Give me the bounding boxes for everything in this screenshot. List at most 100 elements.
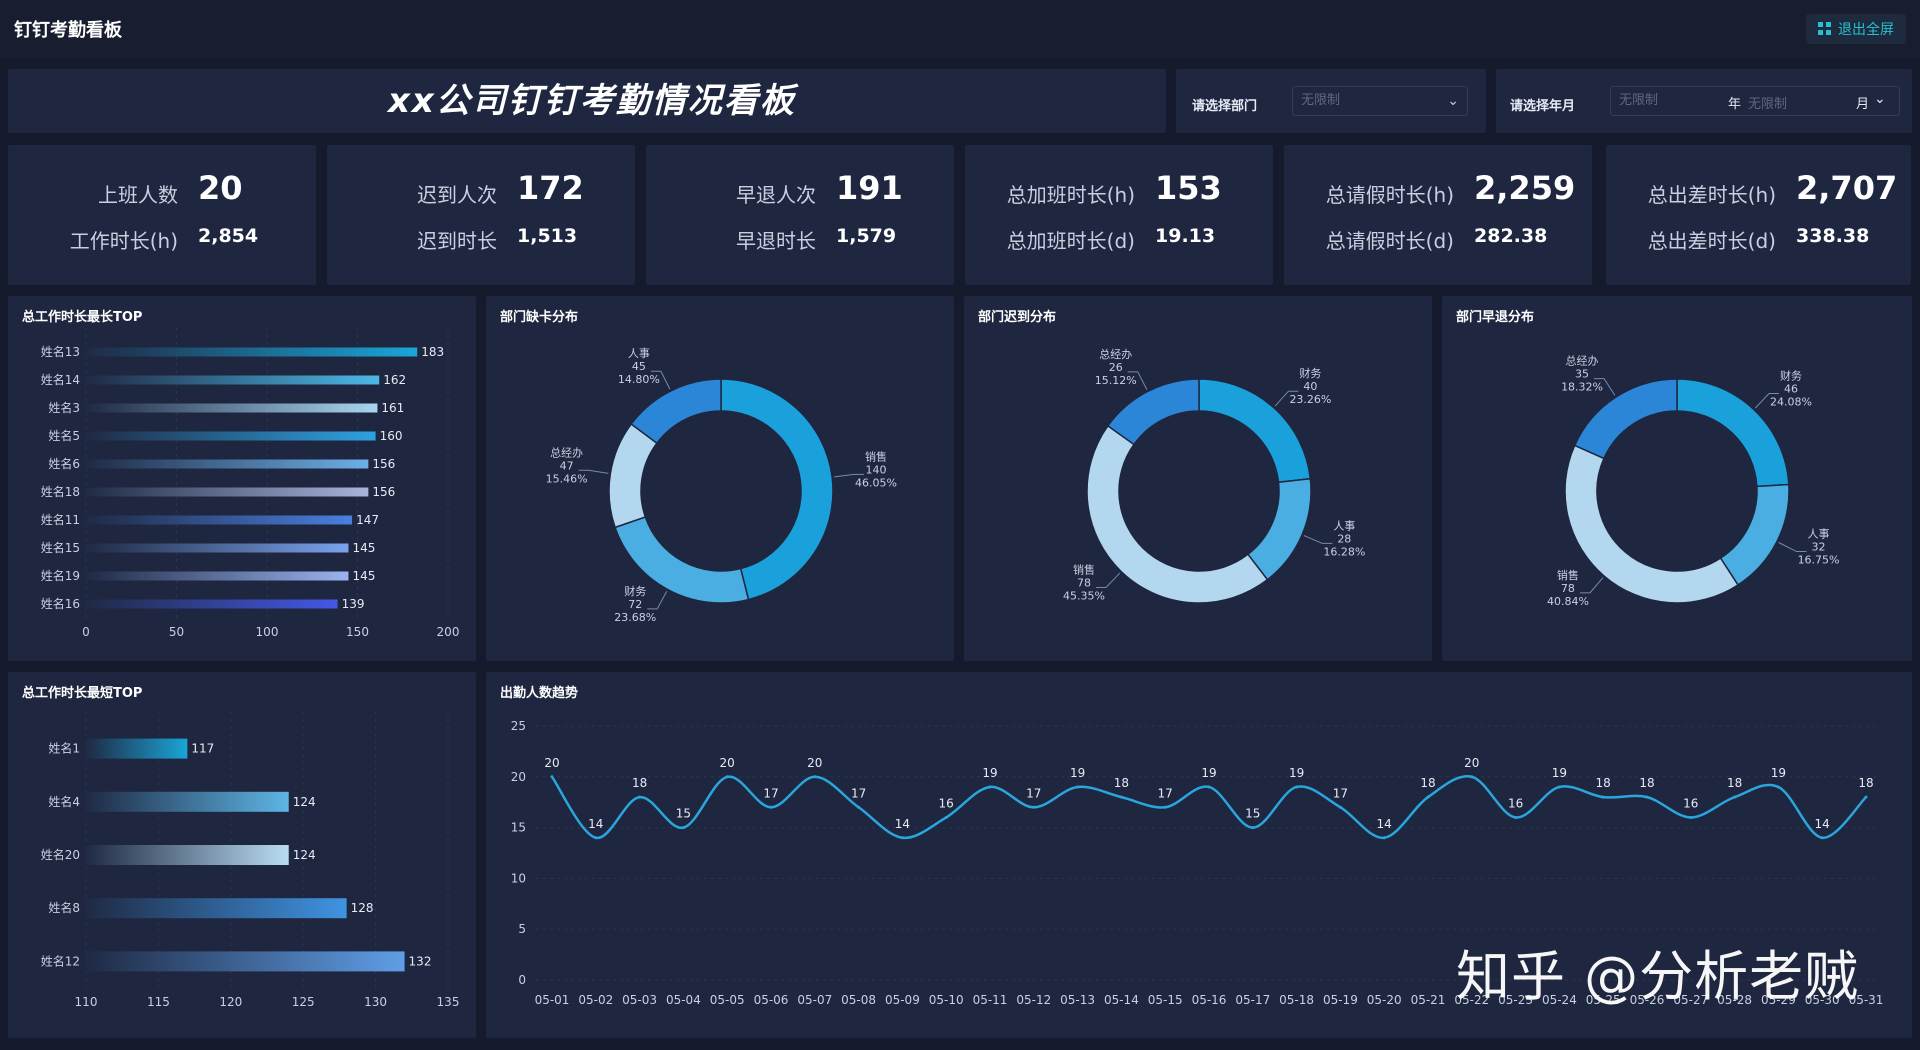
y-tick-label: 25 — [511, 719, 526, 733]
category-label: 姓名19 — [41, 568, 80, 583]
donut-slice — [1573, 378, 1678, 460]
year-month-picker[interactable]: 无限制 — [1610, 86, 1900, 116]
y-tick-label: 5 — [518, 922, 526, 936]
slice-name-label: 总经办 — [1566, 354, 1599, 368]
bar-value-label: 145 — [352, 569, 375, 583]
attendance-trend-chart: 0 5 10 15 20 25 20 05-01 14 05-02 18 05-03 15 05-04 20… — [511, 719, 1884, 1007]
exit-fullscreen-button[interactable]: 退出全屏 — [1806, 14, 1906, 44]
title-panel: xx公司钉钉考勤情况看板 — [8, 69, 1166, 133]
data-label: 14 — [1377, 817, 1392, 831]
label-line — [650, 370, 671, 390]
x-tick-label: 05-12 — [1016, 993, 1051, 1007]
data-point — [1864, 795, 1868, 799]
kpi-value: 153 — [1155, 169, 1222, 207]
kpi-label: 迟到人次 — [417, 183, 497, 207]
kpi-sub-label: 总出差时长(d) — [1647, 229, 1776, 253]
watermark: 知乎 @分析老贼 — [1456, 945, 1860, 1008]
x-tick-label: 05-09 — [885, 993, 920, 1007]
kpi-value: 2,707 — [1796, 169, 1898, 207]
data-point — [1776, 785, 1780, 789]
top-bar: 钉钉考勤看板 退出全屏 — [0, 0, 1920, 58]
data-point — [1251, 826, 1255, 830]
data-point — [1426, 795, 1430, 799]
month-unit: 月 — [1856, 97, 1870, 112]
data-point — [1207, 785, 1211, 789]
data-label: 20 — [544, 756, 559, 770]
bar — [86, 738, 188, 759]
x-tick-label: 135 — [437, 995, 460, 1009]
slice-percent-label: 23.26% — [1289, 393, 1331, 406]
data-label: 16 — [939, 796, 954, 810]
data-label: 18 — [1639, 776, 1654, 790]
kpi-sub-label: 早退时长 — [736, 229, 816, 253]
slice-value-label: 46 — [1784, 383, 1798, 396]
kpi-sub-label: 迟到时长 — [417, 229, 497, 253]
kpi-value: 20 — [198, 169, 243, 207]
bar-value-label: 145 — [352, 541, 375, 555]
data-label: 20 — [720, 756, 735, 770]
category-label: 姓名11 — [41, 512, 80, 527]
slice-name-label: 财务 — [1780, 369, 1802, 383]
kpi-label: 总出差时长(h) — [1647, 183, 1776, 207]
x-tick-label: 05-10 — [929, 993, 964, 1007]
data-label: 19 — [1070, 766, 1085, 780]
slice-value-label: 35 — [1575, 368, 1589, 381]
data-point — [1689, 815, 1693, 819]
month-value[interactable]: 无限制 — [1748, 97, 1788, 112]
bar — [86, 515, 353, 525]
missing-card-title: 部门缺卡分布 — [500, 310, 579, 325]
category-label: 姓名8 — [48, 900, 80, 915]
slice-value-label: 78 — [1561, 582, 1575, 595]
data-point — [1163, 805, 1167, 809]
data-label: 19 — [1771, 766, 1786, 780]
data-label: 14 — [1815, 817, 1830, 831]
label-line — [578, 469, 609, 474]
label-line — [1778, 542, 1807, 553]
longest-work-title: 总工作时长最长TOP — [22, 310, 143, 325]
category-label: 姓名16 — [41, 596, 80, 611]
longest-work-chart: 0 50 100 150 200 姓名13 183 姓名14 162 姓名3 161 姓名5 160 姓名… — [41, 328, 460, 639]
slice-name-label: 销售 — [865, 449, 887, 463]
x-tick-label: 05-27 — [1673, 993, 1708, 1007]
data-label: 16 — [1508, 796, 1523, 810]
kpi-card: 总出差时长(h) 2,707 总出差时长(d) 338.38 — [1606, 145, 1911, 285]
y-tick-label: 0 — [518, 973, 526, 987]
dept-select[interactable]: 无限制 ⌄ — [1292, 86, 1468, 116]
app-title: 钉钉考勤看板 — [14, 20, 122, 41]
label-line — [1594, 378, 1616, 396]
slice-percent-label: 40.84% — [1547, 595, 1589, 608]
bar-value-label: 124 — [293, 848, 316, 862]
donut-slice — [608, 422, 658, 529]
data-label: 15 — [1245, 807, 1260, 821]
x-tick-label: 05-03 — [622, 993, 657, 1007]
missing-card-panel: 部门缺卡分布 销售 140 46.05% 财务 72 23.68% 总经办 47 15.46% 人… — [486, 296, 954, 661]
x-tick-label: 05-19 — [1323, 993, 1358, 1007]
x-tick-label: 05-04 — [666, 993, 701, 1007]
data-label: 19 — [1552, 766, 1567, 780]
x-tick-label: 120 — [219, 995, 242, 1009]
data-label: 19 — [1201, 766, 1216, 780]
y-tick-label: 10 — [511, 871, 526, 885]
x-tick-label: 200 — [437, 625, 460, 639]
slice-percent-label: 15.46% — [546, 472, 588, 485]
late-title: 部门迟到分布 — [978, 310, 1057, 325]
slice-percent-label: 16.28% — [1323, 545, 1365, 558]
label-line — [1579, 577, 1604, 594]
category-label: 姓名15 — [41, 540, 80, 555]
slice-value-label: 28 — [1337, 532, 1351, 545]
label-line — [1303, 535, 1333, 544]
attendance-trend-panel: 出勤人数趋势 0 5 10 15 20 25 20 05-01 14 05-02 18 05-03 15… — [486, 672, 1912, 1038]
category-label: 姓名6 — [48, 456, 80, 471]
slice-percent-label: 23.68% — [614, 611, 656, 624]
x-tick-label: 05-16 — [1192, 993, 1227, 1007]
slice-name-label: 总经办 — [550, 445, 583, 459]
kpi-label: 上班人数 — [98, 183, 178, 207]
data-point — [1119, 795, 1123, 799]
bar — [86, 951, 405, 972]
x-tick-label: 125 — [292, 995, 315, 1009]
x-tick-label: 05-08 — [841, 993, 876, 1007]
kpi-sub-label: 总加班时长(d) — [1006, 229, 1135, 253]
data-point — [944, 815, 948, 819]
donut-slice — [1106, 378, 1200, 446]
slice-value-label: 26 — [1109, 361, 1123, 374]
